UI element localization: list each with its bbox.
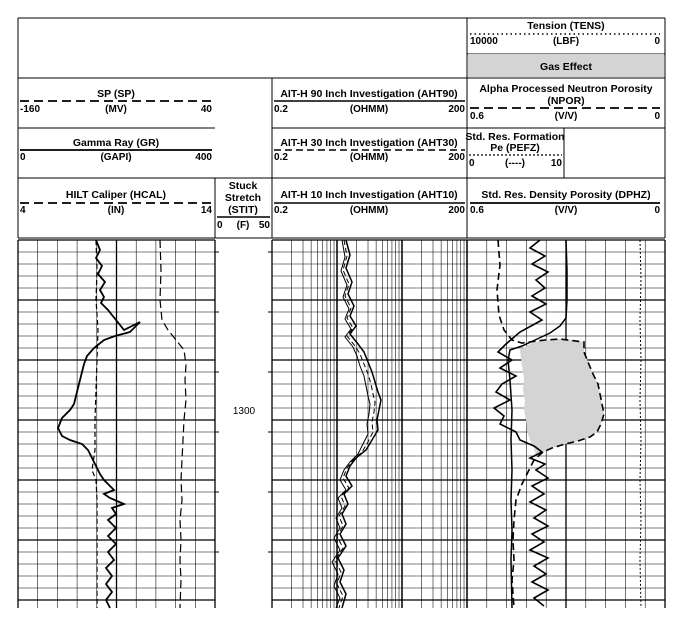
hcal-unit: (IN) <box>108 205 125 216</box>
stit-scale-left: 0 <box>217 220 223 231</box>
hcal-scale-left: 4 <box>20 205 26 216</box>
aht10-scale-left: 0.2 <box>274 205 288 216</box>
aht30-scale-left: 0.2 <box>274 152 288 163</box>
gas-effect-label: Gas Effect <box>540 61 592 73</box>
gas-effect-swatch <box>468 54 664 77</box>
pefz-scale-right: 10 <box>551 158 563 169</box>
tens-scale-left: 10000 <box>470 36 498 47</box>
pefz-unit: (----) <box>505 158 525 169</box>
aht30-label: AIT-H 30 Inch Investigation (AHT30) <box>280 137 457 149</box>
aht30-curve <box>334 239 376 609</box>
stit-label: Stuck <box>229 180 258 192</box>
npor-unit: (V/V) <box>555 111 578 122</box>
aht90-scale-left: 0.2 <box>274 104 288 115</box>
hcal-label: HILT Caliper (HCAL) <box>66 189 166 201</box>
gas-effect-fill <box>520 339 604 456</box>
tens-curve <box>507 239 568 609</box>
gr-curve <box>57 239 141 609</box>
aht90-scale-right: 200 <box>448 104 465 115</box>
depth-track-ticks <box>215 251 272 553</box>
npor-curve <box>496 239 605 609</box>
track2-grid <box>271 239 468 608</box>
pefz-curve <box>639 239 642 609</box>
aht90-label: AIT-H 90 Inch Investigation (AHT90) <box>280 88 457 100</box>
npor-label2: (NPOR) <box>547 95 584 107</box>
sp-scale-left: -160 <box>20 104 40 115</box>
pefz-label2: Pe (PEFZ) <box>490 142 540 154</box>
stit-scale-right: 50 <box>259 220 271 231</box>
gr-scale-left: 0 <box>20 152 26 163</box>
depth-label: 1300 <box>233 406 256 417</box>
dphz-scale-right: 0 <box>654 205 660 216</box>
gr-label: Gamma Ray (GR) <box>73 137 159 149</box>
sp-unit: (MV) <box>105 104 127 115</box>
tens-scale-right: 0 <box>654 36 660 47</box>
aht10-scale-right: 200 <box>448 205 465 216</box>
pefz-label: Std. Res. Formation <box>465 131 564 143</box>
gr-unit: (GAPI) <box>100 152 131 163</box>
dphz-unit: (V/V) <box>555 205 578 216</box>
npor-scale-left: 0.6 <box>470 111 484 122</box>
aht30-scale-right: 200 <box>448 152 465 163</box>
tens-unit: (LBF) <box>553 36 579 47</box>
aht10-unit: (OHMM) <box>350 205 388 216</box>
stit-label3: (STIT) <box>228 204 258 216</box>
npor-scale-right: 0 <box>654 111 660 122</box>
pefz-scale-left: 0 <box>469 158 475 169</box>
aht30-unit: (OHMM) <box>350 152 388 163</box>
aht90-curve <box>337 239 382 609</box>
dphz-label: Std. Res. Density Porosity (DPHZ) <box>481 189 650 201</box>
stit-label2: Stretch <box>225 192 261 204</box>
stit-unit: (F) <box>237 220 250 231</box>
hcal-curve <box>159 239 187 609</box>
sp-curve <box>91 239 99 608</box>
npor-label: Alpha Processed Neutron Porosity <box>479 83 652 95</box>
aht10-curve <box>331 239 371 609</box>
dphz-scale-left: 0.6 <box>470 205 484 216</box>
tens-label: Tension (TENS) <box>527 20 604 32</box>
gr-scale-right: 400 <box>195 152 212 163</box>
track1-grid <box>17 239 216 608</box>
sp-scale-right: 40 <box>201 104 213 115</box>
sp-label: SP (SP) <box>97 88 135 100</box>
dphz-curve <box>492 239 550 607</box>
aht10-label: AIT-H 10 Inch Investigation (AHT10) <box>280 189 457 201</box>
aht90-unit: (OHMM) <box>350 104 388 115</box>
hcal-scale-right: 14 <box>201 205 213 216</box>
